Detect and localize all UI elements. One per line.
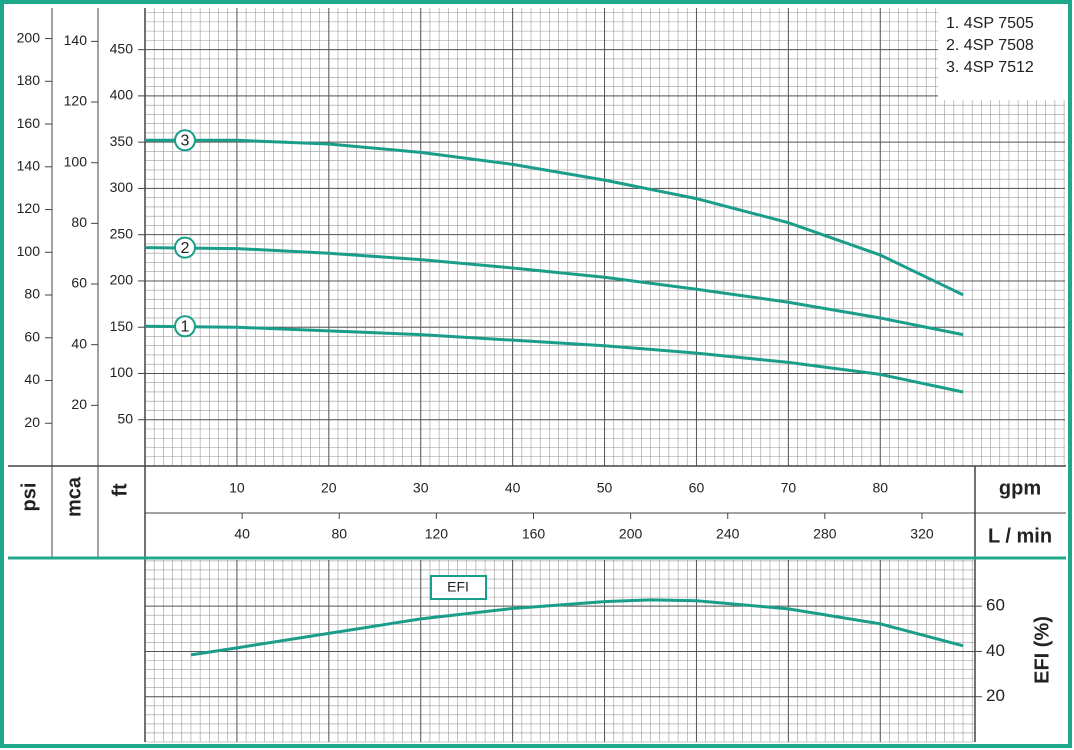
pump-curve: [144, 246, 964, 337]
psi-tick-label: 60: [24, 328, 40, 344]
x-tick-label: 50: [597, 480, 613, 496]
y-tick-label: 450: [110, 40, 134, 56]
axis-title: mca: [63, 476, 85, 517]
psi-tick-label: 160: [17, 115, 41, 131]
psi-tick-label: 180: [17, 72, 41, 88]
psi-tick-label: 100: [17, 243, 41, 259]
axis-title: L / min: [988, 525, 1052, 547]
x-tick-label: 20: [321, 480, 337, 496]
axis-title: psi: [18, 483, 40, 512]
frame: [8, 8, 1066, 742]
x2-tick-label: 200: [619, 526, 643, 542]
curve-label: 3: [181, 133, 190, 150]
legend: 1. 4SP 7505 2. 4SP 7508 3. 4SP 7512: [946, 15, 1034, 76]
mca-tick-label: 100: [64, 153, 88, 169]
mca-tick-label: 120: [64, 93, 88, 109]
x-tick-label: 70: [781, 480, 797, 496]
y-tick-label: 50: [117, 410, 133, 426]
psi-tick-label: 20: [24, 414, 40, 430]
psi-tick-label: 40: [24, 371, 40, 387]
grid: [144, 8, 1065, 743]
curve-label-circle: [174, 129, 196, 152]
legend-box: [938, 8, 1065, 100]
x-tick-label: 30: [413, 480, 429, 496]
y-tick-label: 200: [110, 272, 134, 288]
x-tick-label: 10: [229, 480, 245, 496]
x2-tick-label: 280: [813, 526, 837, 542]
x-tick-label: 40: [505, 480, 521, 496]
curve-label: 1: [181, 319, 190, 336]
x2-tick-label: 80: [331, 526, 347, 542]
y-tick-label: 250: [110, 225, 134, 241]
y-tick-label: 400: [110, 87, 134, 103]
efficiency-tick-label: 60: [986, 596, 1005, 615]
curve-label: 2: [181, 240, 190, 257]
psi-tick-label: 120: [17, 200, 41, 216]
efficiency-curve: [190, 598, 964, 657]
pump-curve: [145, 138, 964, 297]
efficiency-tick-label: 20: [986, 686, 1005, 705]
x-tick-label: 60: [689, 480, 705, 496]
x2-tick-label: 40: [234, 526, 250, 542]
pump-curve: [144, 324, 964, 394]
y-tick-label: 150: [110, 318, 134, 334]
x2-tick-label: 120: [425, 526, 449, 542]
legend-entry: 3. 4SP 7512: [946, 59, 1034, 76]
efficiency-label: EFI: [447, 579, 469, 595]
y-tick-label: 350: [110, 133, 134, 149]
axis-title: EFI (%): [1031, 616, 1053, 684]
mca-tick-label: 20: [71, 396, 87, 412]
psi-tick-label: 140: [17, 157, 41, 173]
legend-entry: 2. 4SP 7508: [946, 37, 1034, 54]
legend-entry: 1. 4SP 7505: [946, 15, 1034, 32]
axis-title: gpm: [999, 477, 1041, 499]
axis-title: ft: [109, 483, 131, 497]
y-tick-label: 100: [110, 364, 134, 380]
curve-label-circle: [174, 315, 196, 338]
x2-tick-label: 240: [716, 526, 740, 542]
mca-tick-label: 40: [71, 335, 87, 351]
psi-tick-label: 80: [24, 286, 40, 302]
mca-tick-label: 80: [71, 214, 87, 230]
x2-tick-label: 320: [910, 526, 934, 542]
x2-tick-label: 160: [522, 526, 546, 542]
x-tick-label: 80: [872, 480, 888, 496]
efficiency-label-box: [430, 575, 487, 600]
efficiency-tick-label: 40: [986, 641, 1005, 660]
mca-tick-label: 140: [64, 32, 88, 48]
mca-tick-label: 60: [71, 275, 87, 291]
y-tick-label: 300: [110, 179, 134, 195]
psi-tick-label: 200: [17, 29, 41, 45]
curve-label-circle: [174, 236, 196, 259]
